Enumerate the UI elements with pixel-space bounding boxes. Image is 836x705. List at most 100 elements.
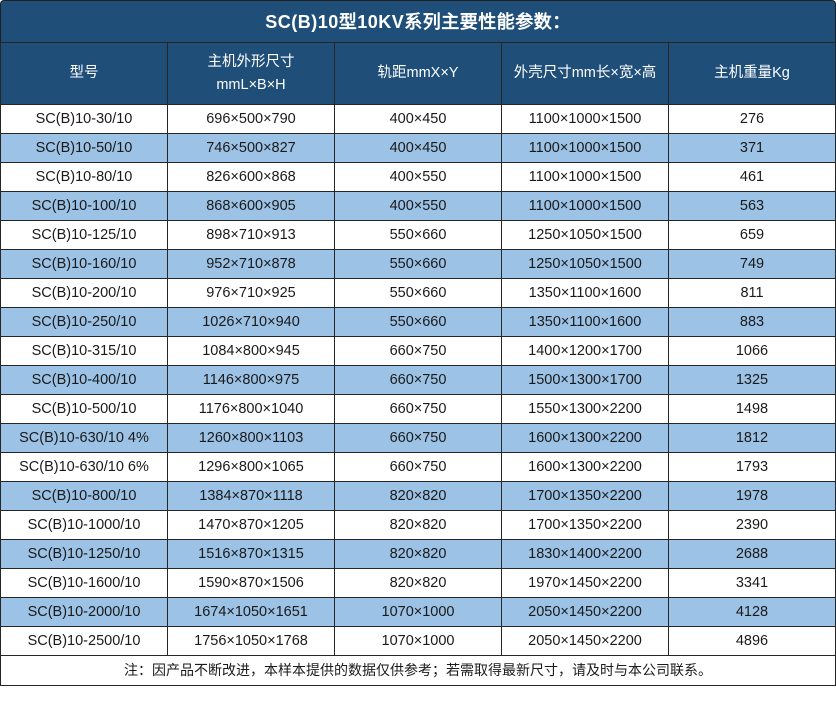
column-header-label-line2: mmL×B×H [216, 76, 286, 93]
table-cell: 1812 [668, 423, 836, 453]
table-cell: SC(B)10-400/10 [0, 365, 168, 395]
table-cell: 1146×800×975 [167, 365, 335, 395]
column-header-label: 主机重量Kg [714, 65, 790, 82]
table-cell: 746×500×827 [167, 133, 335, 163]
table-cell: 1600×1300×2200 [501, 423, 669, 453]
table-cell: 898×710×913 [167, 220, 335, 250]
table-cell: 1600×1300×2200 [501, 452, 669, 482]
spec-table: 型号 主机外形尺寸 mmL×B×H 轨距mmX×Y 外壳尺寸mm长×宽×高 主机… [0, 42, 836, 656]
table-row: SC(B)10-50/10 746×500×827 400×450 1100×1000… [0, 133, 836, 163]
table-cell: 1250×1050×1500 [501, 249, 669, 279]
column-header-label-line1: 主机外形尺寸 [207, 54, 295, 71]
table-cell: 1296×800×1065 [167, 452, 335, 482]
table-cell: 696×500×790 [167, 104, 335, 134]
table-cell: 1400×1200×1700 [501, 336, 669, 366]
table-cell: SC(B)10-315/10 [0, 336, 168, 366]
table-cell: 1026×710×940 [167, 307, 335, 337]
table-cell: SC(B)10-630/10 6% [0, 452, 168, 482]
table-row: SC(B)10-80/10 826×600×868 400×550 1100×1000… [0, 162, 836, 192]
table-cell: 2050×1450×2200 [501, 597, 669, 627]
table-cell: 461 [668, 162, 836, 192]
table-row: SC(B)10-315/10 1084×800×945 660×750 1400×12… [0, 336, 836, 366]
table-cell: 1100×1000×1500 [501, 133, 669, 163]
table-cell: SC(B)10-160/10 [0, 249, 168, 279]
column-header-label: 外壳尺寸mm长×宽×高 [513, 65, 657, 82]
table-cell: 660×750 [334, 365, 502, 395]
table-cell: 1070×1000 [334, 597, 502, 627]
table-cell: SC(B)10-800/10 [0, 481, 168, 511]
table-body: SC(B)10-30/10 696×500×790 400×450 1100×1000… [0, 104, 836, 656]
table-row: SC(B)10-200/10 976×710×925 550×660 1350×110… [0, 278, 836, 308]
table-cell: 952×710×878 [167, 249, 335, 279]
table-cell: SC(B)10-80/10 [0, 162, 168, 192]
table-cell: 1100×1000×1500 [501, 162, 669, 192]
table-cell: 550×660 [334, 307, 502, 337]
table-cell: 1084×800×945 [167, 336, 335, 366]
table-cell: 660×750 [334, 452, 502, 482]
table-cell: 1590×870×1506 [167, 568, 335, 598]
table-header: 型号 主机外形尺寸 mmL×B×H 轨距mmX×Y 外壳尺寸mm长×宽×高 主机… [0, 42, 836, 105]
table-cell: 2688 [668, 539, 836, 569]
table-row: SC(B)10-1600/10 1590×870×1506 820×820 1970×… [0, 568, 836, 598]
column-header-shell-dimensions: 外壳尺寸mm长×宽×高 [501, 42, 669, 105]
page-title: SC(B)10型10KV系列主要性能参数： [0, 0, 836, 42]
table-cell: 1700×1350×2200 [501, 510, 669, 540]
table-cell: 1350×1100×1600 [501, 307, 669, 337]
table-cell: 2050×1450×2200 [501, 626, 669, 656]
table-cell: SC(B)10-1000/10 [0, 510, 168, 540]
table-row: SC(B)10-125/10 898×710×913 550×660 1250×105… [0, 220, 836, 250]
table-cell: 1470×870×1205 [167, 510, 335, 540]
table-cell: 826×600×868 [167, 162, 335, 192]
table-cell: 1978 [668, 481, 836, 511]
table-cell: 1830×1400×2200 [501, 539, 669, 569]
table-cell: 1070×1000 [334, 626, 502, 656]
table-cell: 563 [668, 191, 836, 221]
table-cell: 883 [668, 307, 836, 337]
table-cell: 400×550 [334, 162, 502, 192]
table-row: SC(B)10-400/10 1146×800×975 660×750 1500×13… [0, 365, 836, 395]
table-cell: 1260×800×1103 [167, 423, 335, 453]
table-cell: 749 [668, 249, 836, 279]
table-row: SC(B)10-160/10 952×710×878 550×660 1250×105… [0, 249, 836, 279]
table-cell: 4896 [668, 626, 836, 656]
table-cell: 1176×800×1040 [167, 394, 335, 424]
table-cell: 4128 [668, 597, 836, 627]
table-cell: SC(B)10-2000/10 [0, 597, 168, 627]
table-cell: 660×750 [334, 423, 502, 453]
table-cell: SC(B)10-500/10 [0, 394, 168, 424]
table-cell: 1384×870×1118 [167, 481, 335, 511]
table-cell: 811 [668, 278, 836, 308]
table-row: SC(B)10-500/10 1176×800×1040 660×750 1550×1… [0, 394, 836, 424]
table-row: SC(B)10-630/10 6% 1296×800×1065 660×750 160… [0, 452, 836, 482]
table-cell: 1674×1050×1651 [167, 597, 335, 627]
table-row: SC(B)10-800/10 1384×870×1118 820×820 1700×1… [0, 481, 836, 511]
column-header-weight: 主机重量Kg [668, 42, 836, 105]
table-cell: 659 [668, 220, 836, 250]
table-row: SC(B)10-1250/10 1516×870×1315 820×820 1830×… [0, 539, 836, 569]
table-cell: SC(B)10-1600/10 [0, 568, 168, 598]
table-row: SC(B)10-2500/10 1756×1050×1768 1070×1000 20… [0, 626, 836, 656]
table-cell: 2390 [668, 510, 836, 540]
footer-note: 注：因产品不断改进，本样本提供的数据仅供参考；若需取得最新尺寸，请及时与本公司联… [0, 656, 836, 686]
table-cell: 1700×1350×2200 [501, 481, 669, 511]
column-header-main-dimensions: 主机外形尺寸 mmL×B×H [167, 42, 335, 105]
table-cell: 660×750 [334, 336, 502, 366]
table-cell: 1756×1050×1768 [167, 626, 335, 656]
column-header-model: 型号 [0, 42, 168, 105]
table-cell: 1793 [668, 452, 836, 482]
table-row: SC(B)10-250/10 1026×710×940 550×660 1350×11… [0, 307, 836, 337]
table-row: SC(B)10-630/10 4% 1260×800×1103 660×750 160… [0, 423, 836, 453]
table-cell: 400×450 [334, 133, 502, 163]
table-row: SC(B)10-30/10 696×500×790 400×450 1100×1000… [0, 104, 836, 134]
table-cell: 1100×1000×1500 [501, 104, 669, 134]
table-cell: 1100×1000×1500 [501, 191, 669, 221]
table-cell: 1550×1300×2200 [501, 394, 669, 424]
table-cell: SC(B)10-100/10 [0, 191, 168, 221]
table-cell: 820×820 [334, 510, 502, 540]
table-cell: 550×660 [334, 278, 502, 308]
table-cell: SC(B)10-1250/10 [0, 539, 168, 569]
table-cell: 400×550 [334, 191, 502, 221]
table-cell: 550×660 [334, 220, 502, 250]
table-cell: 1970×1450×2200 [501, 568, 669, 598]
table-cell: 3341 [668, 568, 836, 598]
